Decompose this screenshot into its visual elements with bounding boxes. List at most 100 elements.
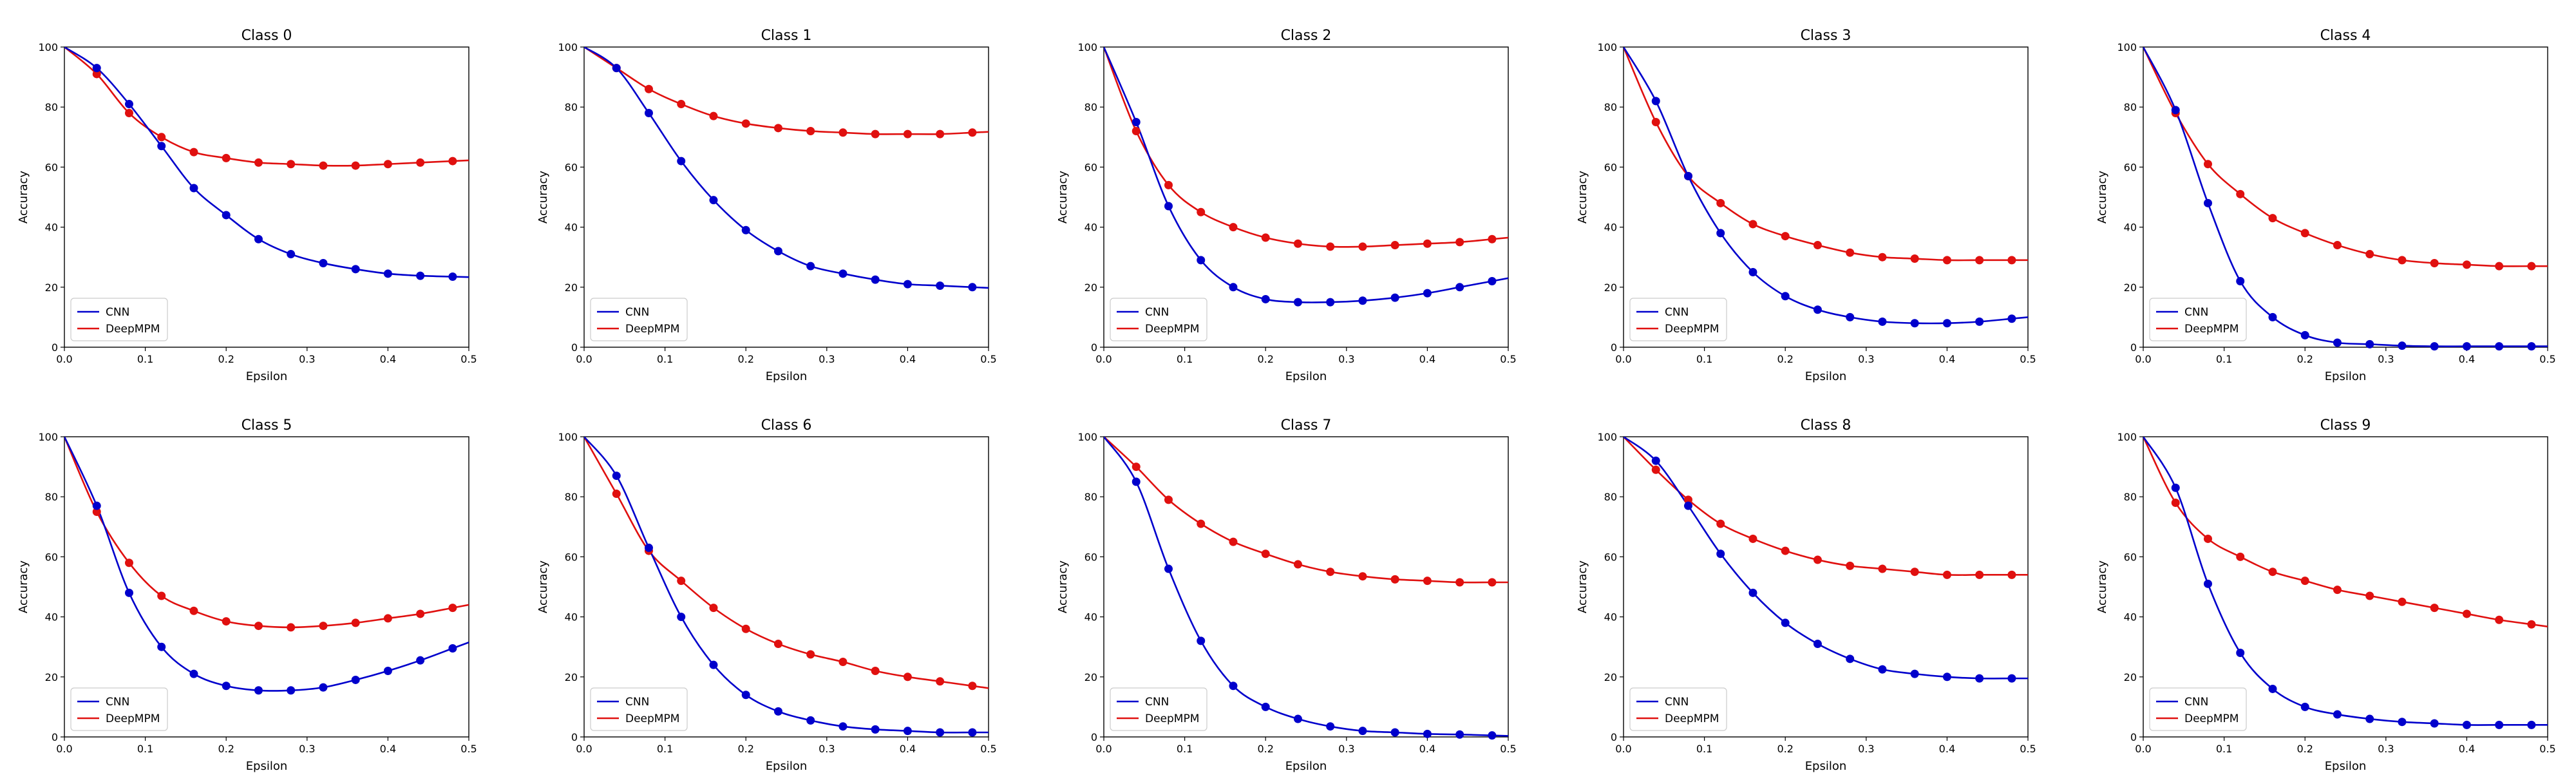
x-tick-label: 0.1 bbox=[1696, 743, 1712, 755]
x-tick-label: 0.5 bbox=[980, 353, 996, 365]
y-tick-label: 80 bbox=[565, 491, 578, 503]
legend-box bbox=[1110, 298, 1208, 341]
data-point-cnn bbox=[1488, 731, 1497, 740]
x-tick-label: 0.4 bbox=[900, 743, 916, 755]
y-tick-label: 60 bbox=[565, 551, 578, 563]
data-point-deepmpm bbox=[1164, 180, 1173, 189]
y-tick-label: 80 bbox=[2124, 491, 2137, 503]
data-point-deepmpm bbox=[1261, 549, 1270, 558]
y-tick-label: 80 bbox=[1604, 101, 1617, 113]
data-point-cnn bbox=[741, 225, 750, 234]
data-point-deepmpm bbox=[448, 157, 457, 166]
series-line-deepmpm bbox=[64, 437, 469, 629]
plot-frame bbox=[1623, 436, 2029, 738]
data-point-cnn bbox=[351, 675, 360, 684]
y-tick-label: 40 bbox=[1604, 611, 1617, 624]
data-point-cnn bbox=[1878, 317, 1887, 326]
x-tick-label: 0.0 bbox=[1615, 743, 1631, 755]
data-point-deepmpm bbox=[1358, 242, 1367, 251]
data-point-deepmpm bbox=[1358, 572, 1367, 581]
legend-label-deepmpm: DeepMPM bbox=[1145, 712, 1199, 725]
data-point-cnn bbox=[1358, 296, 1367, 305]
data-point-cnn bbox=[1423, 729, 1432, 738]
x-tick-label: 0.3 bbox=[2378, 353, 2394, 365]
y-tick-label: 40 bbox=[2124, 222, 2137, 234]
legend-box bbox=[70, 298, 168, 341]
x-axis-label: Epsilon bbox=[1285, 370, 1327, 383]
data-point-cnn bbox=[1261, 294, 1270, 303]
series-line-deepmpm bbox=[584, 437, 989, 689]
subplot-6: Class 6 0.0 0.1 0.2 0.3 0.4 0.5 0 20 40 60 80 100 Eps… bbox=[536, 417, 997, 773]
data-point-deepmpm bbox=[383, 160, 392, 169]
data-point-cnn bbox=[2527, 720, 2536, 729]
series-line-deepmpm bbox=[1624, 47, 2028, 262]
data-point-deepmpm bbox=[448, 604, 457, 613]
data-point-cnn bbox=[2333, 338, 2342, 347]
y-tick-label: 0 bbox=[1611, 341, 1617, 354]
data-point-deepmpm bbox=[2398, 256, 2407, 265]
data-point-cnn bbox=[448, 272, 457, 281]
data-point-cnn bbox=[124, 588, 133, 597]
series-line-cnn bbox=[1624, 437, 2028, 680]
y-tick-label: 20 bbox=[2124, 671, 2137, 683]
data-point-deepmpm bbox=[2398, 597, 2407, 606]
data-point-cnn bbox=[2236, 276, 2245, 285]
y-tick-label: 60 bbox=[45, 161, 58, 173]
subplot-1: Class 1 0.0 0.1 0.2 0.3 0.4 0.5 0 20 40 60 80 100 Eps… bbox=[536, 28, 997, 383]
subplot-title: Class 8 bbox=[1801, 417, 1852, 434]
data-point-deepmpm bbox=[1423, 577, 1432, 586]
x-tick-label: 0.2 bbox=[1777, 743, 1793, 755]
y-tick-label: 100 bbox=[558, 431, 578, 443]
x-tick-label: 0.3 bbox=[299, 353, 315, 365]
x-tick-label: 0.3 bbox=[1338, 743, 1354, 755]
data-point-cnn bbox=[1326, 722, 1335, 731]
x-tick-label: 0.1 bbox=[2216, 743, 2232, 755]
x-tick-label: 0.3 bbox=[2378, 743, 2394, 755]
y-tick-label: 100 bbox=[38, 431, 58, 443]
data-point-cnn bbox=[92, 501, 101, 510]
y-tick-label: 60 bbox=[1084, 161, 1097, 173]
x-tick-label: 0.4 bbox=[2459, 743, 2475, 755]
legend-label-cnn: CNN bbox=[625, 306, 649, 319]
x-axis-label: Epsilon bbox=[246, 370, 288, 383]
data-point-cnn bbox=[448, 644, 457, 653]
data-point-deepmpm bbox=[2236, 189, 2245, 198]
legend-label-cnn: CNN bbox=[106, 306, 129, 319]
data-point-cnn bbox=[1975, 317, 1984, 326]
x-tick-label: 0.0 bbox=[1615, 353, 1631, 365]
data-point-deepmpm bbox=[2527, 262, 2536, 271]
x-tick-label: 0.4 bbox=[1939, 353, 1955, 365]
legend-label-deepmpm: DeepMPM bbox=[1665, 323, 1719, 336]
legend-label-deepmpm: DeepMPM bbox=[2184, 712, 2239, 725]
data-point-cnn bbox=[1910, 319, 1919, 328]
data-point-cnn bbox=[612, 64, 621, 73]
y-axis-label: Accuracy bbox=[2096, 560, 2109, 614]
data-point-deepmpm bbox=[1683, 495, 1692, 504]
x-tick-label: 0.2 bbox=[2297, 353, 2313, 365]
data-point-deepmpm bbox=[1229, 537, 1238, 546]
y-axis-label: Accuracy bbox=[2096, 171, 2109, 224]
data-point-deepmpm bbox=[1651, 465, 1660, 474]
data-point-cnn bbox=[2007, 674, 2016, 683]
y-tick-label: 80 bbox=[1604, 491, 1617, 503]
x-tick-label: 0.4 bbox=[1939, 743, 1955, 755]
legend-box bbox=[590, 687, 688, 731]
data-point-deepmpm bbox=[189, 148, 198, 157]
data-point-cnn bbox=[1846, 312, 1855, 321]
x-axis-label: Epsilon bbox=[1285, 759, 1327, 773]
x-tick-label: 0.1 bbox=[1177, 353, 1193, 365]
data-point-deepmpm bbox=[838, 128, 848, 137]
data-point-deepmpm bbox=[838, 658, 848, 666]
data-point-deepmpm bbox=[2333, 241, 2342, 250]
subplot-8: Class 8 0.0 0.1 0.2 0.3 0.4 0.5 0 20 40 60 80 100 Eps… bbox=[1576, 417, 2036, 773]
y-tick-label: 0 bbox=[2130, 731, 2137, 743]
x-axis-label: Epsilon bbox=[766, 370, 808, 383]
x-tick-label: 0.1 bbox=[137, 353, 153, 365]
data-point-cnn bbox=[189, 184, 198, 193]
data-point-deepmpm bbox=[1846, 561, 1855, 570]
data-point-deepmpm bbox=[1488, 578, 1497, 587]
data-point-cnn bbox=[1813, 305, 1822, 314]
data-point-cnn bbox=[1910, 669, 1919, 678]
y-tick-label: 20 bbox=[45, 671, 58, 683]
x-tick-label: 0.2 bbox=[737, 353, 753, 365]
